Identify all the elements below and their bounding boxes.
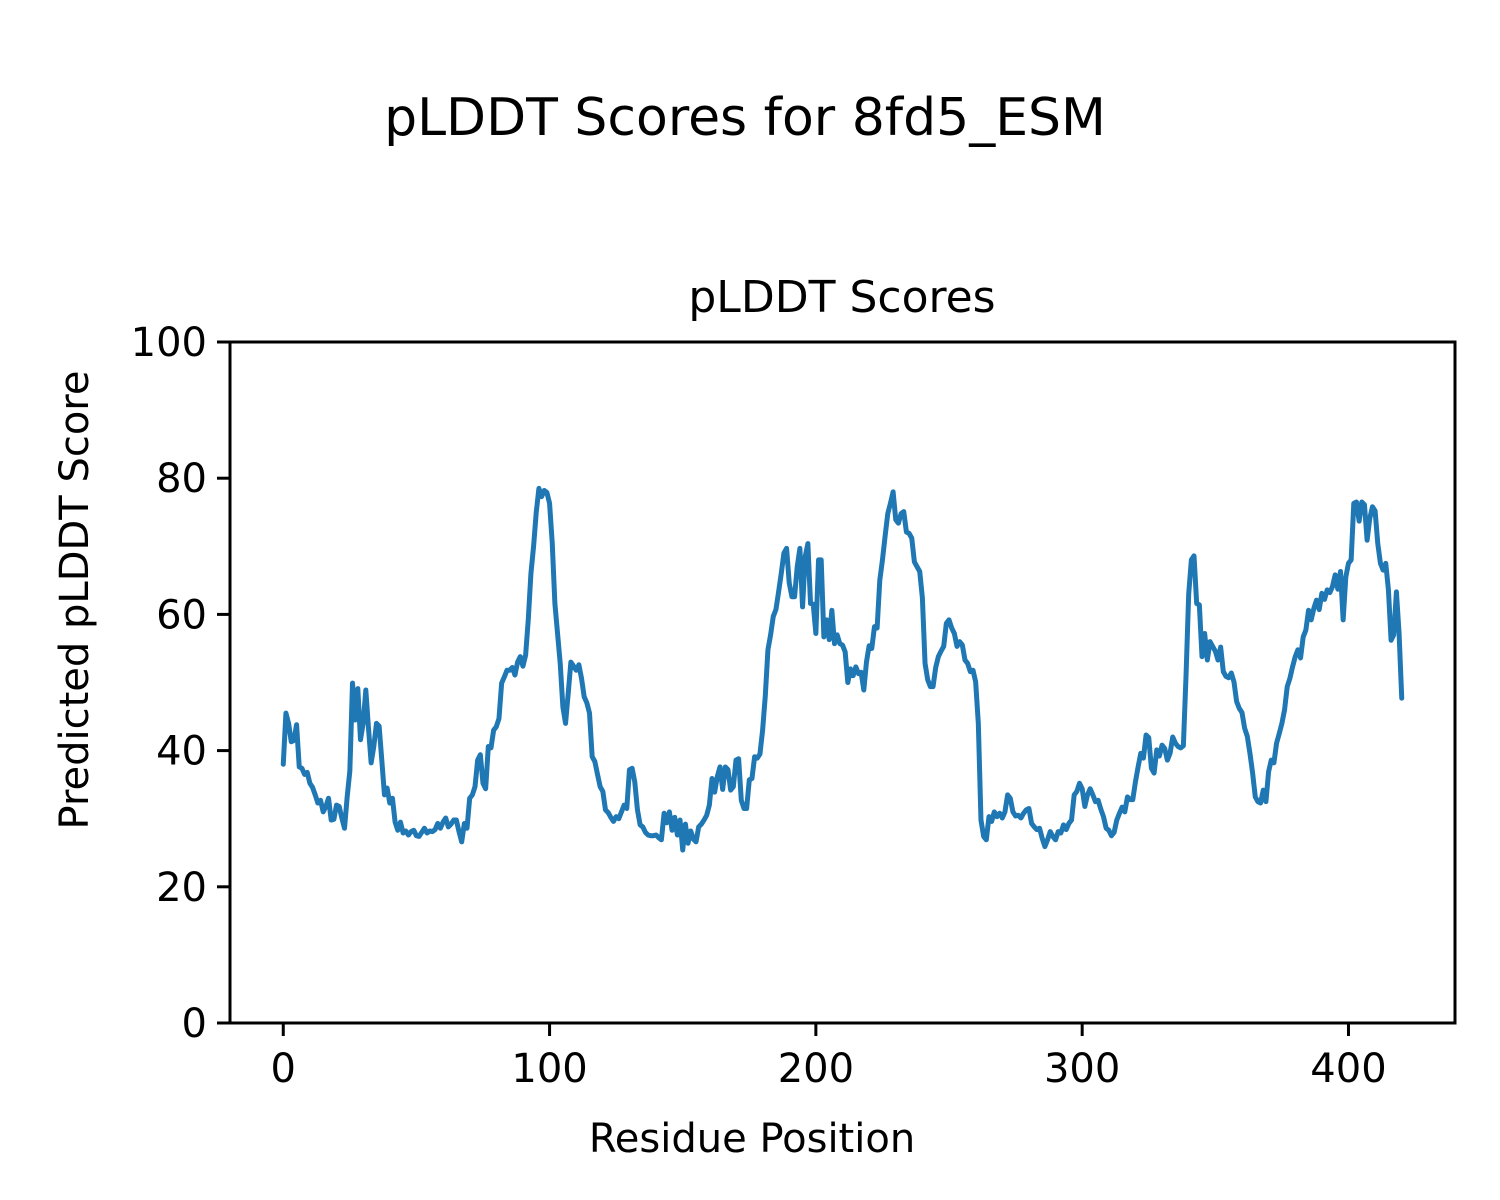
- y-tick-label: 100: [131, 320, 207, 366]
- x-tick-label: 100: [511, 1046, 587, 1092]
- x-tick-label: 300: [1044, 1046, 1120, 1092]
- axes-frame: [228, 340, 1457, 1025]
- y-tick-label: 40: [156, 729, 207, 775]
- y-tick-label: 80: [156, 456, 207, 502]
- y-tick-label: 20: [156, 865, 207, 911]
- x-axis-label: Residue Position: [589, 1116, 915, 1162]
- x-tick-label: 200: [778, 1046, 854, 1092]
- axis-tick-labels: 0 100 200 300 400 0 20 40 60 80 100: [131, 320, 1387, 1092]
- y-axis-label: Predicted pLDDT Score: [52, 371, 98, 830]
- y-tick-label: 60: [156, 592, 207, 638]
- plot-line-group: [280, 485, 1405, 853]
- axis-ticks: [217, 340, 1350, 1036]
- x-tick-label: 0: [271, 1046, 296, 1092]
- figure-suptitle: pLDDT Scores for 8fd5_ESM: [384, 88, 1106, 148]
- y-tick-label: 0: [182, 1001, 207, 1047]
- axes-title: pLDDT Scores: [688, 272, 995, 323]
- plddt-score-line: [280, 485, 1405, 853]
- x-tick-label: 400: [1310, 1046, 1386, 1092]
